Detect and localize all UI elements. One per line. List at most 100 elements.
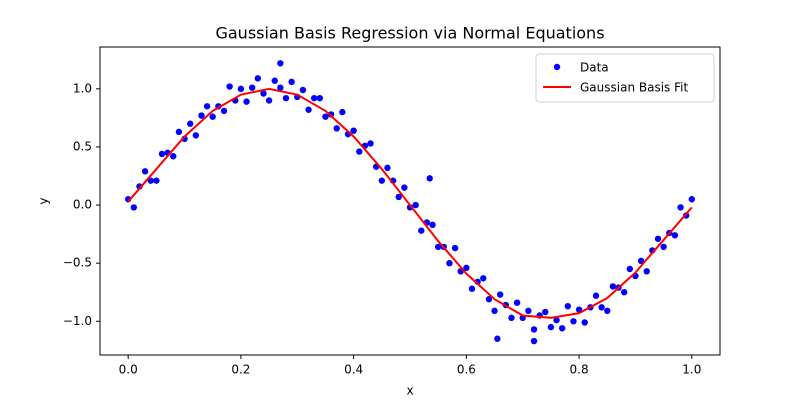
data-point	[282, 94, 290, 102]
x-tick-label: 1.0	[682, 363, 701, 377]
y-axis-label: y	[37, 197, 51, 204]
data-point	[508, 314, 515, 322]
data-point	[339, 108, 346, 116]
data-point	[494, 335, 501, 342]
data-point	[620, 289, 628, 296]
data-point	[299, 86, 307, 94]
data-point	[677, 204, 684, 211]
data-point	[384, 164, 391, 172]
x-tick-label: 0.2	[231, 363, 250, 377]
data-point	[604, 307, 611, 315]
data-point	[220, 107, 228, 115]
data-point	[570, 318, 577, 325]
data-point	[378, 177, 386, 184]
data-point	[581, 319, 588, 326]
data-point	[265, 97, 273, 104]
data-point	[277, 60, 284, 67]
data-point	[598, 304, 605, 311]
data-point	[367, 140, 374, 147]
data-point	[237, 85, 245, 93]
x-tick-label: 0.4	[344, 363, 363, 377]
data-point	[198, 112, 205, 119]
data-point	[426, 175, 433, 182]
data-point	[525, 307, 532, 315]
data-point	[530, 337, 538, 345]
data-point	[480, 275, 487, 282]
data-point	[401, 184, 408, 191]
y-tick-label: −0.5	[63, 256, 92, 270]
data-point	[203, 103, 211, 110]
data-point	[463, 264, 470, 272]
y-tick-label: −1.0	[63, 314, 92, 328]
data-point	[226, 83, 233, 90]
data-point	[141, 168, 149, 175]
data-point	[248, 84, 256, 91]
fit-line	[127, 87, 693, 319]
data-point	[592, 292, 600, 299]
data-point	[468, 285, 476, 292]
data-point	[322, 113, 329, 120]
data-point	[451, 244, 459, 252]
data-point	[130, 204, 138, 211]
plot-area	[124, 60, 696, 345]
legend-marker	[553, 63, 561, 71]
legend-label: Gaussian Basis Fit	[580, 81, 688, 95]
data-point	[147, 177, 154, 184]
data-point	[434, 243, 442, 251]
data-point	[553, 316, 560, 324]
data-point	[412, 201, 419, 209]
x-axis-label: x	[406, 384, 413, 398]
data-point	[192, 132, 200, 139]
legend-label: Data	[580, 61, 609, 75]
data-point	[260, 90, 267, 97]
data-point	[333, 125, 340, 132]
data-point	[277, 84, 284, 91]
data-point	[513, 299, 521, 306]
x-tick-label: 0.8	[570, 363, 589, 377]
data-point	[418, 227, 425, 234]
data-point	[429, 221, 436, 229]
data-point	[446, 259, 453, 267]
data-point	[671, 232, 679, 239]
x-tick-label: 0.6	[457, 363, 476, 377]
data-point	[643, 268, 650, 275]
data-point	[688, 196, 696, 203]
data-point	[356, 148, 363, 155]
data-point	[288, 78, 295, 86]
data-point	[243, 98, 250, 105]
data-point	[310, 94, 318, 102]
y-tick-label: 1.0	[73, 81, 92, 95]
data-point	[564, 302, 572, 310]
data-point	[626, 265, 634, 273]
data-point	[558, 325, 566, 332]
data-point	[271, 77, 278, 84]
data-point	[209, 113, 216, 120]
data-point	[316, 94, 324, 102]
data-point	[654, 235, 662, 242]
data-point	[305, 106, 312, 113]
data-point	[609, 283, 617, 290]
data-point	[186, 120, 194, 127]
data-point	[395, 193, 402, 201]
chart-title: Gaussian Basis Regression via Normal Equ…	[215, 24, 604, 43]
data-point	[254, 75, 262, 82]
data-point	[660, 243, 667, 251]
data-point	[496, 291, 504, 298]
data-point	[175, 128, 183, 136]
legend-box	[535, 53, 715, 103]
data-point	[530, 326, 538, 333]
y-tick-label: 0.5	[73, 139, 92, 153]
data-point	[327, 111, 335, 118]
data-point	[491, 307, 498, 315]
data-point	[637, 257, 645, 265]
data-point	[547, 323, 555, 331]
data-point	[542, 308, 549, 316]
y-tick-label: 0.0	[73, 198, 92, 212]
data-point	[153, 177, 160, 184]
data-point	[170, 153, 177, 160]
data-point	[350, 127, 357, 134]
data-point	[158, 150, 166, 158]
x-tick-label: 0.0	[119, 363, 138, 377]
axes-frame	[99, 46, 721, 356]
